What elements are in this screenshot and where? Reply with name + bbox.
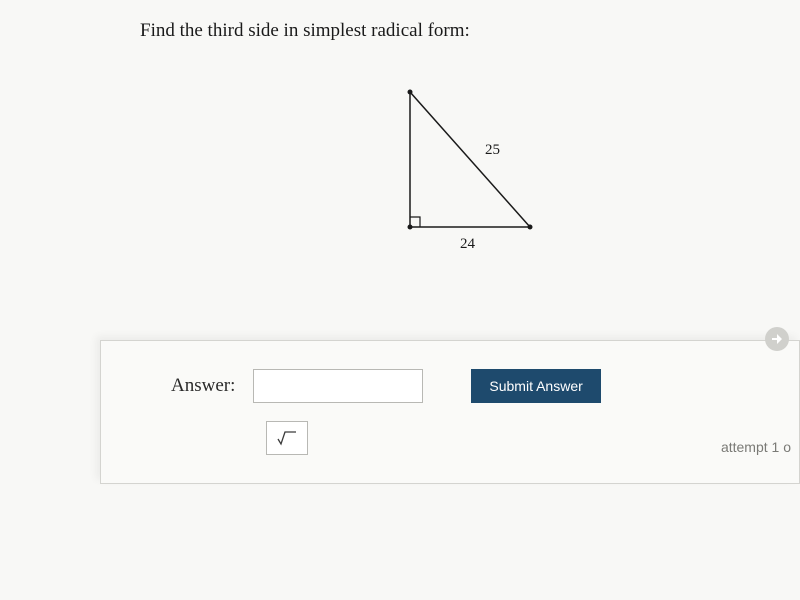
expand-icon[interactable]: [765, 327, 789, 351]
vertex-bottom-right: [528, 225, 533, 230]
vertex-bottom-left: [408, 225, 413, 230]
sqrt-button[interactable]: [266, 421, 308, 455]
hypotenuse-label: 25: [485, 142, 500, 158]
answer-input[interactable]: [253, 369, 423, 403]
answer-label: Answer:: [171, 375, 235, 397]
question-page: Find the third side in simplest radical …: [0, 0, 800, 272]
triangle-diagram: 25 24: [340, 72, 560, 272]
question-prompt: Find the third side in simplest radical …: [140, 20, 760, 42]
answer-row: Answer: Submit Answer: [171, 369, 767, 403]
sqrt-icon: [276, 430, 298, 446]
vertex-top: [408, 90, 413, 95]
diagram-area: 25 24: [140, 72, 760, 272]
triangle-shape: [410, 92, 530, 227]
answer-panel: Answer: Submit Answer attempt 1 o: [100, 340, 800, 484]
submit-button[interactable]: Submit Answer: [471, 369, 600, 403]
base-label: 24: [460, 236, 476, 252]
attempt-counter: attempt 1 o: [721, 439, 791, 455]
